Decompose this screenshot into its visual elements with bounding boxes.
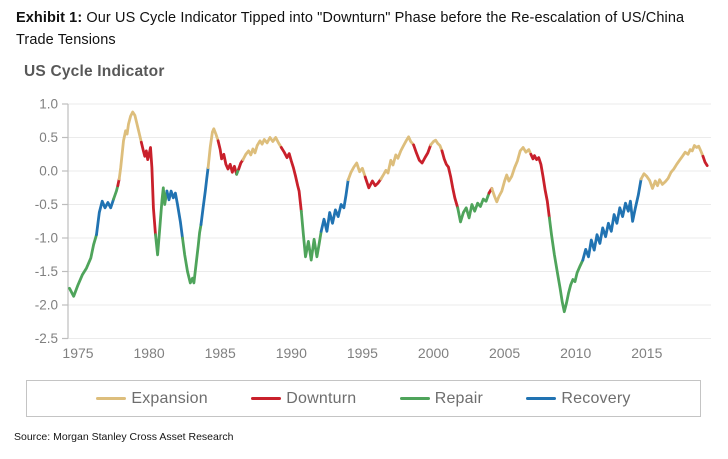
legend-swatch-repair — [399, 397, 430, 400]
series-segment-recovery — [581, 177, 643, 262]
series-segment-repair — [68, 233, 98, 298]
series-segment-repair — [112, 184, 120, 201]
legend-swatch-recovery — [526, 397, 557, 400]
y-axis-label: 0.0 — [39, 164, 58, 179]
exhibit-title-text: Our US Cycle Indicator Tipped into "Down… — [16, 10, 685, 48]
cycle-indicator-chart: 1.0 0.5 0.0 -0.5 -1.0 -1.5 -2.0 -2.5 1975 1980 198… — [35, 97, 711, 361]
legend-swatch-expansion — [96, 397, 127, 400]
x-axis-label: 2005 — [489, 345, 520, 361]
series-segment-expansion — [639, 144, 705, 190]
series-segment-downturn — [440, 149, 460, 210]
legend-label: Expansion — [131, 389, 208, 407]
series-segment-downturn — [701, 154, 709, 167]
y-axis-label: -1.0 — [35, 231, 58, 246]
x-axis-label: 2015 — [631, 345, 662, 361]
series-segment-expansion — [117, 110, 143, 181]
source-note: Source: Morgan Stanley Cross Asset Resea… — [14, 431, 234, 443]
series-segment-downturn — [363, 175, 383, 190]
exhibit-label: Exhibit 1: — [16, 10, 83, 26]
series-segment-expansion — [429, 138, 444, 153]
series-segment-downturn — [237, 158, 245, 171]
legend-item-recovery: Recovery — [526, 390, 630, 408]
x-axis-label: 2000 — [418, 345, 449, 361]
chart-subtitle: US Cycle Indicator — [24, 63, 165, 80]
series-segment-repair — [548, 216, 585, 314]
chart-legend: Expansion Downturn Repair Recovery — [26, 380, 701, 417]
series-segment-recovery — [319, 178, 350, 233]
chart-area: 1.0 0.5 0.0 -0.5 -1.0 -1.5 -2.0 -2.5 1975 1980 198… — [0, 85, 728, 380]
legend-item-repair: Repair — [399, 389, 484, 408]
legend-label: Downturn — [286, 389, 357, 407]
legend-label: Recovery — [561, 389, 631, 407]
series-segment-repair — [154, 186, 169, 257]
series-segment-expansion — [346, 161, 367, 182]
y-axis-label: -1.5 — [35, 264, 58, 279]
y-axis-label: -2.0 — [35, 298, 58, 313]
series-segment-repair — [299, 209, 323, 262]
x-axis-label: 1985 — [205, 345, 236, 361]
series-segment-recovery — [199, 166, 210, 226]
series-segment-downturn — [279, 146, 303, 213]
legend-item-downturn: Downturn — [251, 390, 356, 408]
series-segment-downturn — [529, 152, 551, 220]
legend-item-expansion: Expansion — [96, 390, 208, 408]
x-axis-label: 1995 — [347, 345, 378, 361]
legend-label: Repair — [434, 389, 484, 407]
series-segment-downturn — [139, 140, 157, 237]
x-axis-label: 1975 — [62, 345, 93, 361]
series-segment-downturn — [216, 139, 238, 176]
legend-swatch-downturn — [251, 397, 282, 400]
y-axis-label: 0.5 — [39, 130, 58, 145]
series-segment-expansion — [241, 136, 283, 161]
series-segment-repair — [456, 191, 491, 224]
exhibit-title: Exhibit 1: Our US Cycle Indicator Tipped… — [16, 8, 716, 52]
y-axis-label: 1.0 — [39, 97, 58, 112]
x-axis-label: 2010 — [560, 345, 591, 361]
y-axis-label: -0.5 — [35, 197, 58, 212]
series-segment-downturn — [412, 143, 433, 165]
series-segment-recovery — [95, 197, 115, 237]
series-segment-expansion — [490, 146, 533, 204]
x-axis-label: 1980 — [134, 345, 165, 361]
x-axis-label: 1990 — [276, 345, 307, 361]
series-segment-expansion — [379, 135, 415, 181]
series-segment-expansion — [206, 127, 220, 170]
y-axis-label: -2.5 — [35, 331, 58, 346]
series-segment-recovery — [165, 189, 184, 240]
series-segment-repair — [181, 223, 203, 285]
